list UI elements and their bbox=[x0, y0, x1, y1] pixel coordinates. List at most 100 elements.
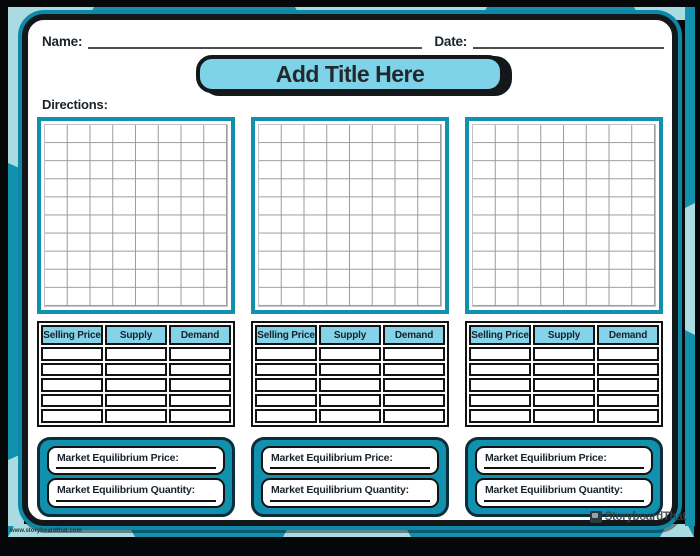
name-date-row: Name: Date: bbox=[42, 29, 664, 51]
table-cell[interactable] bbox=[169, 378, 231, 392]
table-cell[interactable] bbox=[597, 347, 659, 361]
date-input-line[interactable] bbox=[473, 31, 664, 49]
table-cell[interactable] bbox=[41, 409, 103, 423]
table-cell[interactable] bbox=[169, 362, 231, 376]
table-row bbox=[41, 409, 231, 423]
col-header-demand: Demand bbox=[169, 325, 231, 345]
worksheet-page: Name: Date: Add Title Here Directions: S… bbox=[22, 14, 678, 526]
brand-name: StoryboardThat bbox=[604, 511, 687, 523]
col-header-supply: Supply bbox=[533, 325, 595, 345]
equilibrium-quantity-box[interactable]: Market Equilibrium Quantity: bbox=[475, 478, 653, 508]
title-banner[interactable]: Add Title Here bbox=[196, 55, 504, 93]
col-header-selling-price: Selling Price bbox=[41, 325, 103, 345]
table-row bbox=[469, 362, 659, 376]
name-input-line[interactable] bbox=[88, 31, 423, 49]
equilibrium-price-box[interactable]: Market Equilibrium Price: bbox=[475, 445, 653, 475]
equilibrium-group: Market Equilibrium Price: Market Equilib… bbox=[37, 436, 235, 517]
table-cell[interactable] bbox=[255, 378, 317, 392]
supply-demand-table: Selling Price Supply Demand bbox=[465, 321, 663, 427]
table-cell[interactable] bbox=[41, 362, 103, 376]
equilibrium-price-box[interactable]: Market Equilibrium Price: bbox=[47, 445, 225, 475]
table-row bbox=[255, 362, 445, 376]
table-cell[interactable] bbox=[533, 409, 595, 423]
table-body bbox=[41, 347, 231, 423]
worksheet-column: Selling Price Supply Demand Market Equil… bbox=[465, 117, 663, 517]
worksheet-column: Selling Price Supply Demand Market Equil… bbox=[251, 117, 449, 517]
table-cell[interactable] bbox=[533, 378, 595, 392]
table-cell[interactable] bbox=[41, 378, 103, 392]
table-cell[interactable] bbox=[469, 347, 531, 361]
table-cell[interactable] bbox=[383, 362, 445, 376]
table-cell[interactable] bbox=[469, 409, 531, 423]
table-cell[interactable] bbox=[319, 378, 381, 392]
table-cell[interactable] bbox=[383, 347, 445, 361]
table-cell[interactable] bbox=[105, 393, 167, 407]
border-pattern-left bbox=[8, 7, 24, 526]
table-cell[interactable] bbox=[383, 378, 445, 392]
table-row bbox=[469, 378, 659, 392]
table-row bbox=[469, 393, 659, 407]
table-cell[interactable] bbox=[319, 347, 381, 361]
table-cell[interactable] bbox=[255, 393, 317, 407]
equilibrium-quantity-box[interactable]: Market Equilibrium Quantity: bbox=[261, 478, 439, 508]
graph-grid[interactable] bbox=[37, 117, 235, 314]
table-cell[interactable] bbox=[469, 362, 531, 376]
table-cell[interactable] bbox=[169, 393, 231, 407]
equilibrium-price-input-line[interactable] bbox=[484, 467, 644, 469]
graph-grid[interactable] bbox=[251, 117, 449, 314]
table-cell[interactable] bbox=[105, 362, 167, 376]
table-cell[interactable] bbox=[383, 393, 445, 407]
table-cell[interactable] bbox=[319, 362, 381, 376]
equilibrium-price-input-line[interactable] bbox=[270, 467, 430, 469]
watermark-url: www.storyboardthat.com bbox=[10, 528, 82, 534]
table-cell[interactable] bbox=[533, 347, 595, 361]
table-cell[interactable] bbox=[41, 347, 103, 361]
table-row bbox=[41, 347, 231, 361]
border-pattern-right bbox=[685, 7, 695, 526]
table-header-row: Selling Price Supply Demand bbox=[41, 325, 231, 345]
table-row bbox=[255, 393, 445, 407]
equilibrium-price-input-line[interactable] bbox=[56, 467, 216, 469]
graph-grid[interactable] bbox=[465, 117, 663, 314]
equilibrium-quantity-input-line[interactable] bbox=[484, 499, 644, 502]
table-cell[interactable] bbox=[169, 347, 231, 361]
table-cell[interactable] bbox=[469, 393, 531, 407]
table-cell[interactable] bbox=[255, 409, 317, 423]
table-cell[interactable] bbox=[533, 393, 595, 407]
brand-logo: StoryboardThat bbox=[589, 511, 687, 523]
table-cell[interactable] bbox=[255, 362, 317, 376]
equilibrium-group: Market Equilibrium Price: Market Equilib… bbox=[465, 436, 663, 517]
table-cell[interactable] bbox=[597, 409, 659, 423]
supply-demand-table: Selling Price Supply Demand bbox=[37, 321, 235, 427]
table-cell[interactable] bbox=[169, 409, 231, 423]
table-row bbox=[255, 378, 445, 392]
table-cell[interactable] bbox=[255, 347, 317, 361]
table-cell[interactable] bbox=[469, 378, 531, 392]
equilibrium-quantity-box[interactable]: Market Equilibrium Quantity: bbox=[47, 478, 225, 508]
col-header-supply: Supply bbox=[105, 325, 167, 345]
table-cell[interactable] bbox=[597, 393, 659, 407]
table-cell[interactable] bbox=[533, 362, 595, 376]
graph-grid-lines bbox=[44, 124, 228, 307]
equilibrium-quantity-label: Market Equilibrium Quantity: bbox=[271, 484, 409, 496]
table-cell[interactable] bbox=[105, 347, 167, 361]
columns: Selling Price Supply Demand Market Equil… bbox=[37, 117, 663, 517]
equilibrium-quantity-label: Market Equilibrium Quantity: bbox=[485, 484, 623, 496]
equilibrium-quantity-input-line[interactable] bbox=[270, 499, 430, 502]
table-cell[interactable] bbox=[105, 409, 167, 423]
table-header-row: Selling Price Supply Demand bbox=[469, 325, 659, 345]
table-row bbox=[255, 347, 445, 361]
table-cell[interactable] bbox=[597, 362, 659, 376]
col-header-demand: Demand bbox=[383, 325, 445, 345]
table-cell[interactable] bbox=[383, 409, 445, 423]
table-cell[interactable] bbox=[597, 378, 659, 392]
table-cell[interactable] bbox=[319, 409, 381, 423]
table-row bbox=[469, 409, 659, 423]
table-row bbox=[255, 409, 445, 423]
date-label: Date: bbox=[434, 34, 468, 49]
table-cell[interactable] bbox=[319, 393, 381, 407]
table-cell[interactable] bbox=[41, 393, 103, 407]
table-cell[interactable] bbox=[105, 378, 167, 392]
equilibrium-quantity-input-line[interactable] bbox=[56, 499, 216, 502]
equilibrium-price-box[interactable]: Market Equilibrium Price: bbox=[261, 445, 439, 475]
